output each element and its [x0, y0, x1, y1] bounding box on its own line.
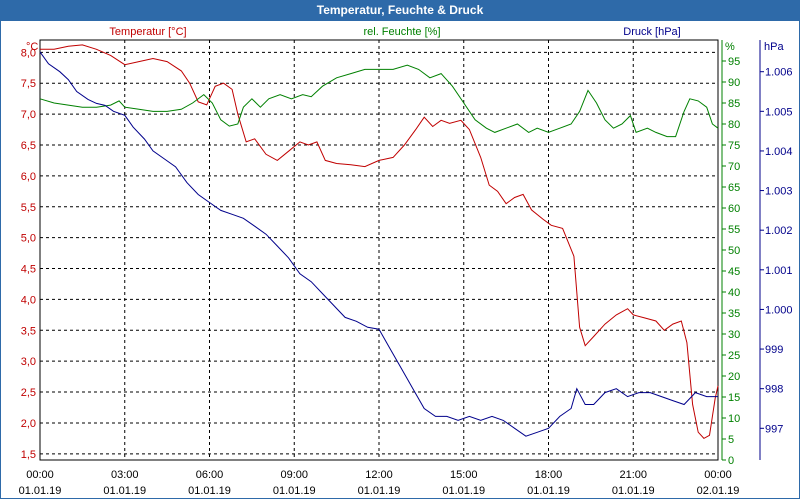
tick-label-humidity: 85	[728, 98, 740, 110]
tick-label-date: 01.01.19	[612, 485, 655, 497]
tick-label-humidity: 5	[728, 434, 734, 446]
axis-label-humidity: rel. Feuchte [%]	[363, 26, 440, 38]
tick-label-temperature: 2,5	[21, 387, 36, 399]
tick-label-humidity: 65	[728, 182, 740, 194]
tick-label-humidity: 10	[728, 413, 740, 425]
tick-label-time: 06:00	[196, 469, 224, 481]
tick-label-humidity: 0	[728, 455, 734, 467]
tick-label-pressure: 997	[765, 423, 783, 435]
tick-label-temperature: 6,5	[21, 140, 36, 152]
tick-label-temperature: 2,0	[21, 418, 36, 430]
tick-label-temperature: 3,0	[21, 356, 36, 368]
tick-label-humidity: 15	[728, 392, 740, 404]
tick-label-pressure: 1.002	[765, 225, 793, 237]
tick-label-temperature: 7,5	[21, 78, 36, 90]
tick-label-time: 00:00	[26, 469, 54, 481]
tick-label-temperature: 8,0	[21, 47, 36, 59]
tick-label-humidity: 30	[728, 329, 740, 341]
tick-label-time: 12:00	[365, 469, 393, 481]
tick-label-humidity: 70	[728, 161, 740, 173]
tick-label-time: 00:00	[704, 469, 732, 481]
tick-label-date: 02.01.19	[697, 485, 740, 497]
axis-label-pressure: Druck [hPa]	[623, 26, 680, 38]
tick-label-pressure: 1.005	[765, 106, 793, 118]
tick-label-temperature: 1,5	[21, 449, 36, 461]
tick-label-pressure: 1.001	[765, 265, 793, 277]
chart-title: Temperatur, Feuchte & Druck	[0, 0, 800, 21]
tick-label-time: 03:00	[111, 469, 139, 481]
tick-label-humidity: 90	[728, 77, 740, 89]
tick-label-date: 01.01.19	[358, 485, 401, 497]
tick-label-humidity: 50	[728, 245, 740, 257]
tick-label-humidity: 80	[728, 119, 740, 131]
plot-border	[39, 39, 719, 461]
series-line-humidity	[39, 64, 719, 138]
tick-label-temperature: 4,0	[21, 294, 36, 306]
tick-label-temperature: 5,5	[21, 202, 36, 214]
tick-label-humidity: 45	[728, 266, 740, 278]
axis-unit-temperature: °C	[26, 41, 38, 53]
tick-label-humidity: 25	[728, 350, 740, 362]
series-line-pressure	[39, 51, 718, 437]
tick-label-pressure: 999	[765, 344, 783, 356]
tick-label-pressure: 1.004	[765, 146, 793, 158]
tick-label-date: 01.01.19	[527, 485, 570, 497]
tick-label-pressure: 1.006	[765, 67, 793, 79]
tick-label-temperature: 3,5	[21, 325, 36, 337]
tick-label-date: 01.01.19	[19, 485, 62, 497]
tick-label-temperature: 7,0	[21, 109, 36, 121]
axis-label-temperature: Temperatur [°C]	[109, 26, 186, 38]
tick-label-pressure: 1.000	[765, 304, 793, 316]
tick-label-temperature: 5,0	[21, 233, 36, 245]
tick-label-humidity: 20	[728, 371, 740, 383]
tick-label-humidity: 55	[728, 224, 740, 236]
tick-label-time: 21:00	[619, 469, 647, 481]
tick-label-pressure: 1.003	[765, 186, 793, 198]
tick-label-humidity: 60	[728, 203, 740, 215]
tick-label-time: 09:00	[280, 469, 308, 481]
series-line-temperature	[40, 44, 719, 440]
tick-label-temperature: 4,5	[21, 264, 36, 276]
axis-unit-humidity: %	[725, 41, 735, 53]
tick-label-humidity: 40	[728, 287, 740, 299]
tick-label-time: 15:00	[450, 469, 478, 481]
tick-label-temperature: 6,0	[21, 171, 36, 183]
tick-label-date: 01.01.19	[103, 485, 146, 497]
tick-label-date: 01.01.19	[273, 485, 316, 497]
tick-label-humidity: 75	[728, 140, 740, 152]
tick-label-date: 01.01.19	[442, 485, 485, 497]
axis-unit-pressure: hPa	[764, 41, 784, 53]
tick-label-date: 01.01.19	[188, 485, 231, 497]
tick-label-time: 18:00	[535, 469, 563, 481]
tick-label-pressure: 998	[765, 384, 783, 396]
tick-label-humidity: 35	[728, 308, 740, 320]
tick-label-humidity: 95	[728, 56, 740, 68]
